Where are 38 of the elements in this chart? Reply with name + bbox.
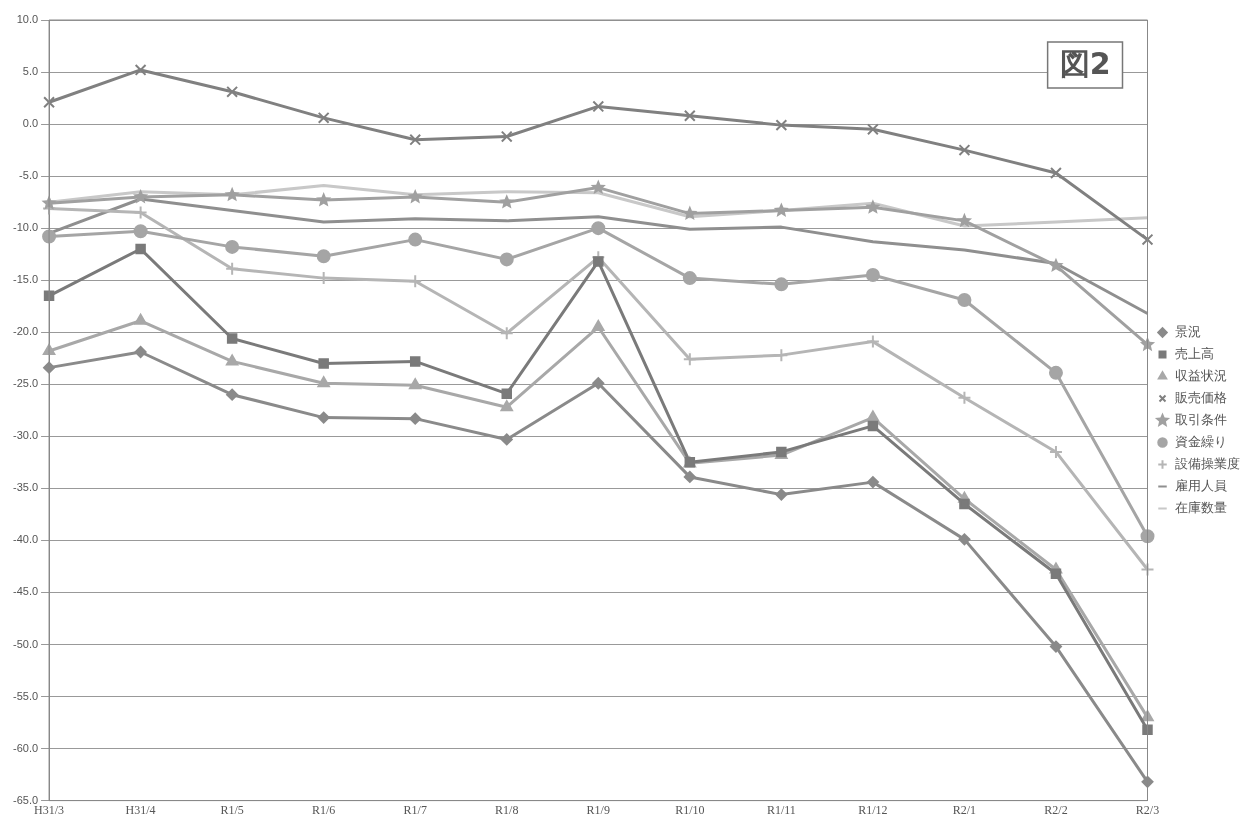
y-tick-label: -55.0 bbox=[12, 689, 39, 702]
y-tick-label: -15.0 bbox=[12, 273, 39, 286]
legend-label: 販売価格 bbox=[1175, 389, 1227, 405]
x-tick-label: R1/7 bbox=[403, 802, 427, 817]
legend-label: 景況 bbox=[1175, 323, 1201, 339]
x-tick-label: R1/11 bbox=[766, 802, 796, 817]
y-tick-label: -30.0 bbox=[12, 429, 39, 442]
x-tick-label: R1/9 bbox=[586, 802, 610, 817]
y-tick-label: -10.0 bbox=[12, 221, 39, 234]
legend-label: 収益状況 bbox=[1175, 367, 1227, 383]
x-tick-label: R1/5 bbox=[220, 802, 244, 817]
y-tick-label: -50.0 bbox=[12, 637, 39, 650]
y-tick-label: -45.0 bbox=[12, 585, 39, 598]
y-tick-label: 10.0 bbox=[16, 13, 39, 26]
y-tick-label: -35.0 bbox=[12, 481, 39, 494]
legend-label: 在庫数量 bbox=[1175, 499, 1227, 515]
x-tick-label: R1/12 bbox=[858, 802, 888, 817]
y-tick-label: -5.0 bbox=[19, 169, 39, 182]
x-tick-label: R1/6 bbox=[312, 802, 336, 817]
x-tick-label: H31/4 bbox=[125, 802, 156, 817]
legend-label: 売上高 bbox=[1175, 345, 1214, 361]
x-tick-label: R2/1 bbox=[952, 802, 977, 817]
y-tick-label: -20.0 bbox=[12, 325, 39, 338]
legend-label: 設備操業度 bbox=[1175, 455, 1240, 471]
x-tick-label: R2/3 bbox=[1135, 802, 1160, 817]
y-tick-label: -60.0 bbox=[12, 741, 39, 754]
y-tick-label: 0.0 bbox=[22, 117, 39, 130]
legend-label: 雇用人員 bbox=[1175, 477, 1227, 493]
y-tick-label: -25.0 bbox=[12, 377, 39, 390]
x-tick-label: R2/2 bbox=[1044, 802, 1068, 817]
y-tick-label: -40.0 bbox=[12, 533, 39, 546]
x-tick-label: R1/8 bbox=[495, 802, 519, 817]
annotation: 図2 bbox=[1059, 45, 1111, 81]
y-tick-label: -65.0 bbox=[12, 793, 39, 806]
x-tick-label: R1/10 bbox=[675, 802, 705, 817]
y-tick-label: 5.0 bbox=[22, 65, 39, 78]
legend-label: 取引条件 bbox=[1175, 411, 1227, 427]
legend-label: 資金繰り bbox=[1175, 433, 1227, 449]
